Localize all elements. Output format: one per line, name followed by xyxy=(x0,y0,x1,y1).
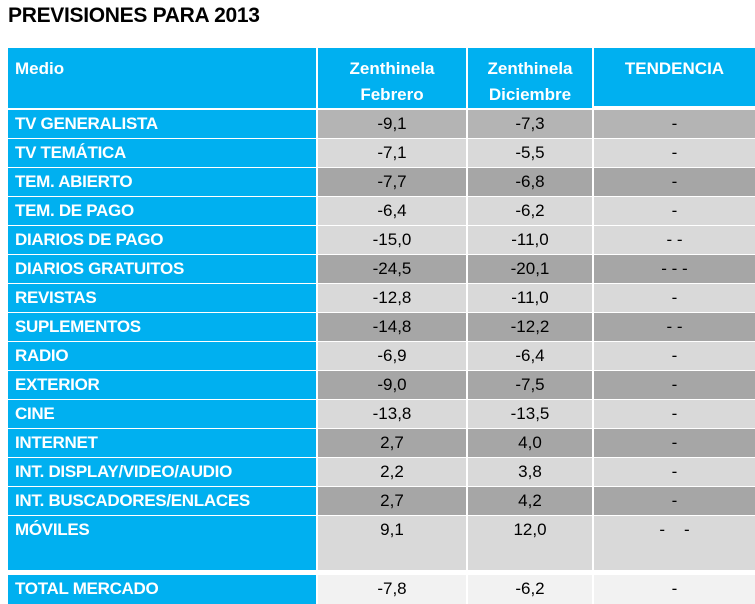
header-febrero-line1: Zenthinela xyxy=(349,59,435,78)
table-row: EXTERIOR -9,0 -7,5- xyxy=(8,371,755,399)
row-febrero: 2,7 xyxy=(318,487,466,515)
table-row: TEM. DE PAGO -6,4 -6,2- xyxy=(8,197,755,225)
table-row: DIARIOS GRATUITOS -24,5 -20,1- - - xyxy=(8,255,755,283)
row-febrero: -9,0 xyxy=(318,371,466,399)
row-diciembre: -11,0 xyxy=(468,284,592,312)
row-diciembre: -7,3 xyxy=(468,110,592,138)
table-row: MÓVILES 9,1 12,0- - xyxy=(8,516,755,570)
row-diciembre: -13,5 xyxy=(468,400,592,428)
row-label: INTERNET xyxy=(8,429,316,457)
header-diciembre-line1: Zenthinela xyxy=(487,59,573,78)
row-febrero: -6,4 xyxy=(318,197,466,225)
row-febrero: -15,0 xyxy=(318,226,466,254)
row-tendencia: - xyxy=(594,429,755,457)
row-label: TV GENERALISTA xyxy=(8,110,316,138)
header-medio: Medio xyxy=(8,48,316,108)
row-diciembre: -6,4 xyxy=(468,342,592,370)
row-tendencia: - xyxy=(594,400,755,428)
row-label: EXTERIOR xyxy=(8,371,316,399)
header-diciembre-line2: Diciembre xyxy=(488,85,572,104)
row-diciembre: -6,8 xyxy=(468,168,592,196)
row-febrero: -7,1 xyxy=(318,139,466,167)
row-tendencia: - - xyxy=(594,516,755,570)
row-diciembre: -12,2 xyxy=(468,313,592,341)
table-row: INT. BUSCADORES/ENLACES 2,7 4,2- xyxy=(8,487,755,515)
row-label: INT. DISPLAY/VIDEO/AUDIO xyxy=(8,458,316,486)
row-tendencia: - - xyxy=(594,313,755,341)
row-label: DIARIOS GRATUITOS xyxy=(8,255,316,283)
row-label: SUPLEMENTOS xyxy=(8,313,316,341)
row-febrero: 2,2 xyxy=(318,458,466,486)
total-febrero: -7,8 xyxy=(318,575,466,604)
row-tendencia: - xyxy=(594,487,755,515)
row-febrero: -9,1 xyxy=(318,110,466,138)
row-tendencia: - xyxy=(594,110,755,138)
row-febrero: -7,7 xyxy=(318,168,466,196)
row-diciembre: -5,5 xyxy=(468,139,592,167)
table-row: TEM. ABIERTO -7,7 -6,8- xyxy=(8,168,755,196)
page-title: PREVISIONES PARA 2013 xyxy=(8,4,260,27)
row-febrero: 9,1 xyxy=(318,516,466,570)
row-tendencia: - xyxy=(594,284,755,312)
row-tendencia: - xyxy=(594,139,755,167)
row-diciembre: -20,1 xyxy=(468,255,592,283)
row-label: CINE xyxy=(8,400,316,428)
row-tendencia: - xyxy=(594,197,755,225)
row-tendencia: - xyxy=(594,168,755,196)
row-febrero: -13,8 xyxy=(318,400,466,428)
header-febrero: Zenthinela Febrero xyxy=(318,48,466,108)
header-febrero-line2: Febrero xyxy=(360,85,424,104)
table-row: TV GENERALISTA -9,1 -7,3- xyxy=(8,110,755,138)
table-row: INTERNET 2,7 4,0- xyxy=(8,429,755,457)
row-febrero: -14,8 xyxy=(318,313,466,341)
row-label: TEM. DE PAGO xyxy=(8,197,316,225)
row-tendencia: - xyxy=(594,342,755,370)
row-diciembre: -7,5 xyxy=(468,371,592,399)
header-diciembre: Zenthinela Diciembre xyxy=(468,48,592,108)
header-tendencia: TENDENCIA xyxy=(594,48,755,106)
row-diciembre: -11,0 xyxy=(468,226,592,254)
total-label: TOTAL MERCADO xyxy=(8,575,316,604)
row-febrero: 2,7 xyxy=(318,429,466,457)
row-label: TEM. ABIERTO xyxy=(8,168,316,196)
table-row: SUPLEMENTOS -14,8 -12,2- - xyxy=(8,313,755,341)
table-row: REVISTAS -12,8 -11,0- xyxy=(8,284,755,312)
row-label: REVISTAS xyxy=(8,284,316,312)
row-tendencia: - - xyxy=(594,226,755,254)
table-row: CINE -13,8 -13,5- xyxy=(8,400,755,428)
row-label: TV TEMÁTICA xyxy=(8,139,316,167)
table-row: RADIO -6,9 -6,4- xyxy=(8,342,755,370)
row-diciembre: 12,0 xyxy=(468,516,592,570)
row-tendencia: - - - xyxy=(594,255,755,283)
table-row: DIARIOS DE PAGO -15,0 -11,0- - xyxy=(8,226,755,254)
row-diciembre: 3,8 xyxy=(468,458,592,486)
total-row: TOTAL MERCADO -7,8 -6,2 - xyxy=(8,575,755,604)
row-diciembre: 4,0 xyxy=(468,429,592,457)
table-row: TV TEMÁTICA -7,1 -5,5- xyxy=(8,139,755,167)
row-label: DIARIOS DE PAGO xyxy=(8,226,316,254)
row-febrero: -6,9 xyxy=(318,342,466,370)
row-label: RADIO xyxy=(8,342,316,370)
row-label: INT. BUSCADORES/ENLACES xyxy=(8,487,316,515)
row-febrero: -24,5 xyxy=(318,255,466,283)
total-tendencia: - xyxy=(594,575,755,604)
row-tendencia: - xyxy=(594,458,755,486)
row-febrero: -12,8 xyxy=(318,284,466,312)
table-row: INT. DISPLAY/VIDEO/AUDIO 2,2 3,8- xyxy=(8,458,755,486)
row-label: MÓVILES xyxy=(8,516,316,570)
row-diciembre: -6,2 xyxy=(468,197,592,225)
row-diciembre: 4,2 xyxy=(468,487,592,515)
row-tendencia: - xyxy=(594,371,755,399)
total-diciembre: -6,2 xyxy=(468,575,592,604)
